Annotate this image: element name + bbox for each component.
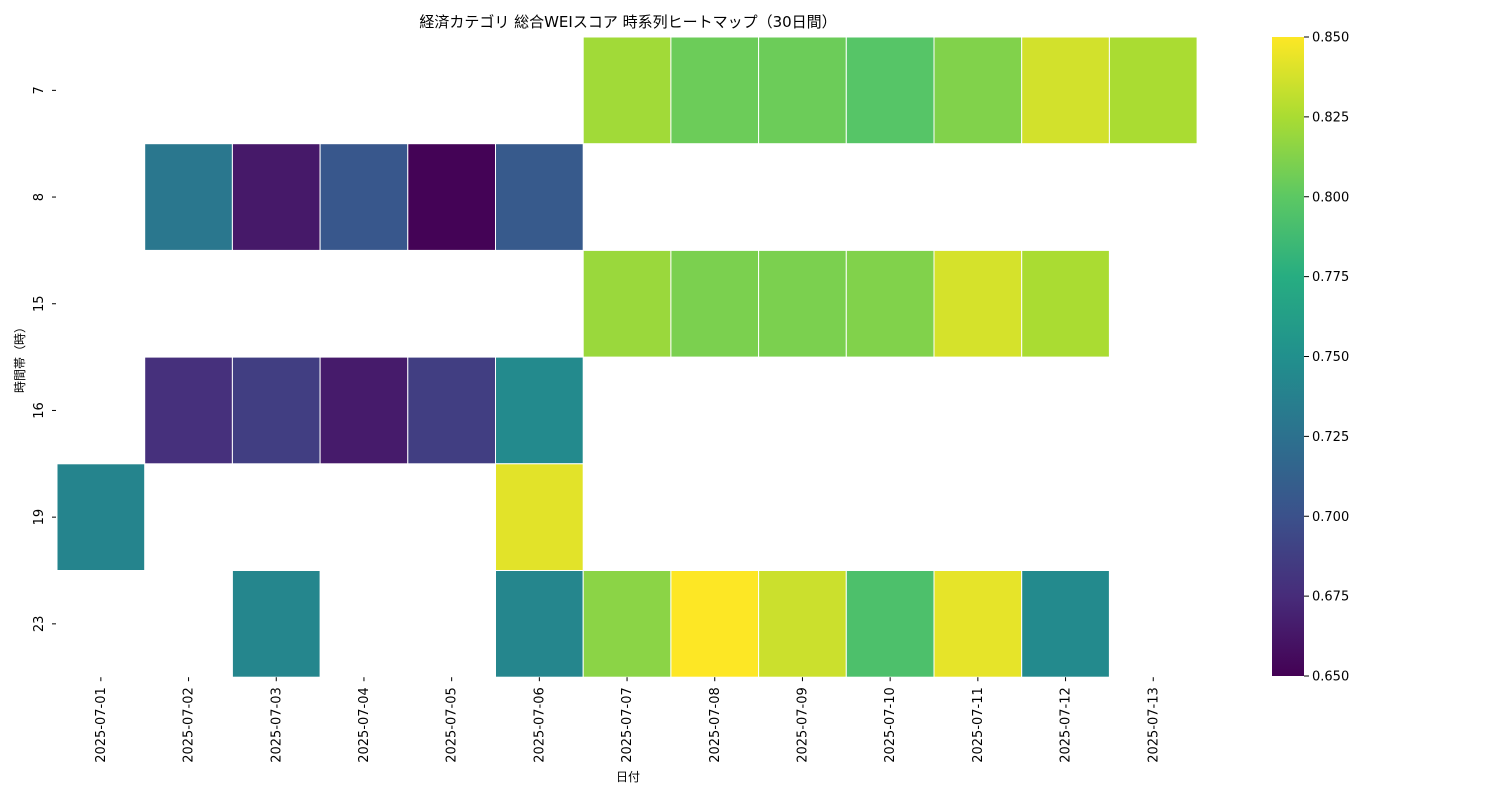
heatmap-cell — [495, 463, 584, 571]
heatmap-cell — [582, 570, 672, 678]
x-tick-label: 2025-07-11 — [971, 687, 986, 763]
heatmap-cells — [56, 36, 1198, 678]
x-tick-label: 2025-07-13 — [1146, 687, 1161, 763]
y-tick-label: 15 — [32, 295, 47, 312]
x-axis-ticks: 2025-07-01 2025-07-02 2025-07-03 2025-07-04… — [94, 677, 1161, 763]
heatmap-cell — [933, 36, 1023, 145]
heatmap-cell — [319, 143, 409, 251]
heatmap-cell — [231, 143, 321, 251]
heatmap-cell — [758, 570, 847, 678]
colorbar-tick-label: 0.675 — [1312, 590, 1349, 605]
y-tick-label: 8 — [32, 193, 47, 201]
heatmap-cell — [495, 570, 584, 678]
x-tick-label: 2025-07-06 — [532, 687, 547, 763]
x-tick-label: 2025-07-05 — [445, 687, 460, 763]
colorbar-tick-label: 0.800 — [1312, 190, 1349, 205]
heatmap-cell — [144, 143, 233, 251]
heatmap-cell — [845, 249, 935, 358]
x-tick-label: 2025-07-04 — [357, 687, 372, 763]
colorbar-tick-label: 0.700 — [1312, 510, 1349, 525]
colorbar-tick-label: 0.725 — [1312, 430, 1349, 445]
x-tick-label: 2025-07-08 — [708, 687, 723, 763]
heatmap-cell — [670, 570, 760, 678]
heatmap-cell — [56, 463, 146, 571]
x-tick-label: 2025-07-03 — [269, 687, 284, 763]
y-tick-label: 7 — [32, 86, 47, 94]
y-axis-label: 時間帯（時） — [13, 321, 27, 393]
heatmap-cell — [231, 570, 321, 678]
heatmap-cell — [407, 356, 496, 465]
colorbar-tick-label: 0.750 — [1312, 350, 1349, 365]
heatmap-cell — [933, 249, 1023, 358]
x-tick-label: 2025-07-02 — [182, 687, 197, 763]
heatmap-cell — [495, 143, 584, 251]
colorbar-tick-label: 0.650 — [1312, 670, 1349, 685]
colorbar: 0.650 0.675 0.700 0.725 0.750 0.775 0.800 0.825… — [1272, 31, 1349, 685]
heatmap-cell — [845, 36, 935, 145]
y-axis-ticks: 7 8 15 16 19 23 — [32, 86, 56, 632]
y-tick-label: 23 — [32, 616, 47, 633]
heatmap-cell — [845, 570, 935, 678]
heatmap-cell — [933, 570, 1023, 678]
heatmap-cell — [670, 249, 760, 358]
x-tick-label: 2025-07-10 — [883, 687, 898, 763]
y-tick-label: 19 — [32, 509, 47, 526]
heatmap-cell — [582, 249, 672, 358]
heatmap-cell — [1021, 36, 1110, 145]
x-tick-label: 2025-07-01 — [94, 687, 109, 763]
heatmap-cell — [144, 356, 233, 465]
x-tick-label: 2025-07-09 — [795, 687, 810, 763]
heatmap-cell — [1108, 36, 1198, 145]
heatmap-cell — [1021, 570, 1110, 678]
heatmap-cell — [231, 356, 321, 465]
colorbar-gradient — [1272, 37, 1304, 676]
heatmap-cell — [758, 36, 847, 145]
heatmap-cell — [319, 356, 409, 465]
x-tick-label: 2025-07-07 — [620, 687, 635, 763]
x-tick-label: 2025-07-12 — [1059, 687, 1074, 763]
y-tick-label: 16 — [32, 402, 47, 419]
colorbar-tick-label: 0.825 — [1312, 110, 1349, 125]
heatmap-cell — [582, 36, 672, 145]
colorbar-tick-label: 0.850 — [1312, 31, 1349, 46]
heatmap-cell — [495, 356, 584, 465]
heatmap-cell — [670, 36, 760, 145]
heatmap-cell — [1021, 249, 1110, 358]
heatmap-cell — [407, 143, 496, 251]
chart-title: 経済カテゴリ 総合WEIスコア 時系列ヒートマップ（30日間） — [419, 13, 836, 31]
colorbar-tick-label: 0.775 — [1312, 270, 1349, 285]
x-axis-label: 日付 — [616, 770, 640, 784]
heatmap-cell — [758, 249, 847, 358]
